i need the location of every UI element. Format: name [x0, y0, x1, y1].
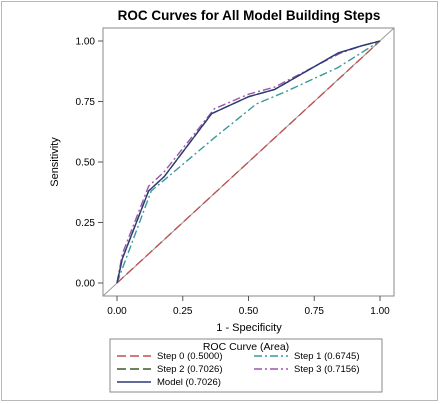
y-tick-label: 0.50 — [76, 158, 96, 169]
x-tick-label: 0.00 — [107, 306, 127, 317]
series-line-1 — [116, 40, 381, 284]
series-line-0 — [116, 40, 381, 284]
y-tick-label: 1.00 — [76, 37, 96, 48]
series-layer — [102, 27, 395, 297]
y-tick-label: 0.00 — [76, 279, 96, 290]
legend-label: Step 3 (0.7156) — [294, 364, 360, 375]
x-axis-label: 1 - Specificity — [216, 322, 282, 334]
legend-label: Model (0.7026) — [157, 377, 221, 388]
x-tick-label: 1.00 — [370, 306, 390, 317]
y-tick-label: 0.75 — [76, 97, 96, 108]
x-tick-label: 0.25 — [173, 306, 193, 317]
legend-title: ROC Curve (Area) — [203, 341, 289, 353]
chart-title: ROC Curves for All Model Building Steps — [118, 8, 381, 23]
x-tick-label: 0.75 — [305, 306, 325, 317]
axis-ticks: 0.00 0.25 0.50 0.75 1.00 0.00 0.25 0.50 0.75 1.00 — [76, 37, 391, 318]
legend-label: Step 1 (0.6745) — [294, 351, 360, 362]
legend-box — [109, 338, 383, 393]
y-axis-label: Sensitivity — [49, 137, 61, 187]
legend-items: Step 0 (0.5000) Step 1 (0.6745) Step 2 (0.… — [117, 351, 360, 388]
series-line-4 — [116, 40, 381, 284]
x-tick-label: 0.50 — [239, 306, 259, 317]
y-tick-label: 0.25 — [76, 218, 96, 229]
legend-label: Step 2 (0.7026) — [157, 364, 223, 375]
legend-label: Step 0 (0.5000) — [157, 351, 223, 362]
